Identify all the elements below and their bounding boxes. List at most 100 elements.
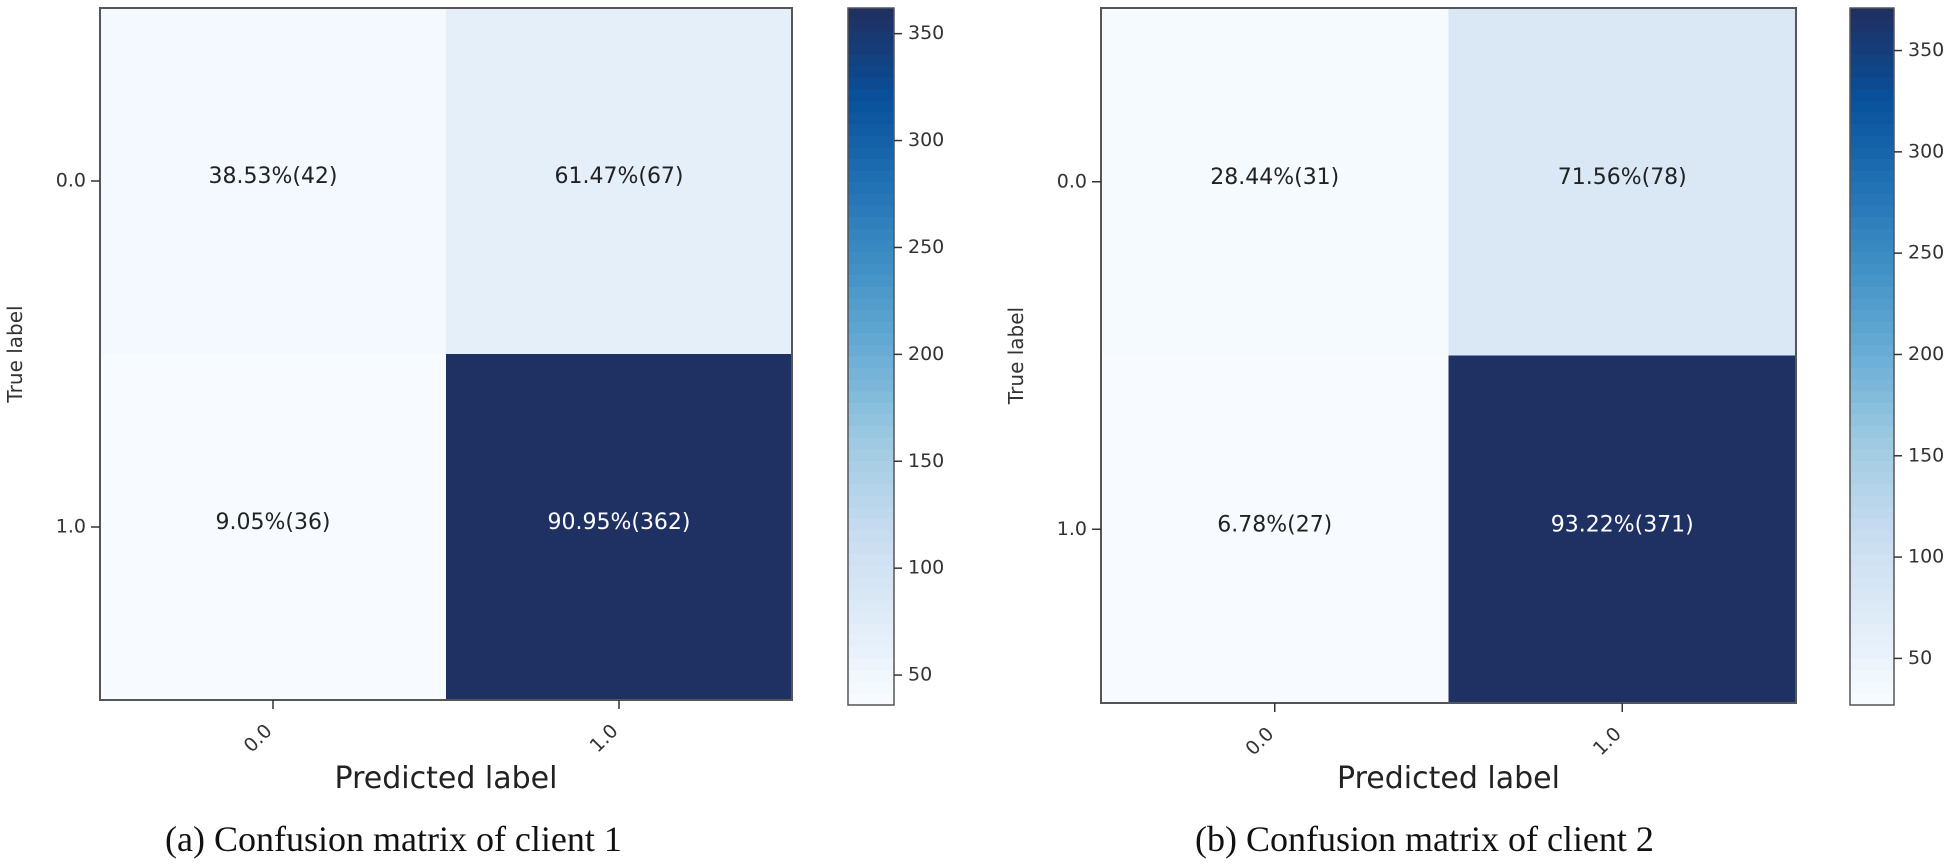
colorbar-segment <box>848 461 894 474</box>
colorbar-segment <box>1850 8 1894 21</box>
colorbar-segment <box>848 124 894 137</box>
colorbar-segment <box>848 89 894 102</box>
caption-client-1: (a) Confusion matrix of client 1 <box>165 819 622 859</box>
colorbar-tick-label: 350 <box>908 22 944 44</box>
colorbar-segment <box>1850 414 1894 428</box>
colorbar-segment <box>848 646 894 660</box>
colorbar-segment <box>848 100 894 114</box>
cell-label: 9.05%(36) <box>215 510 330 535</box>
colorbar-segment <box>848 356 894 370</box>
matrix-cell <box>1101 355 1449 703</box>
colorbar-segment <box>1850 368 1894 381</box>
colorbar-segment <box>1850 298 1894 312</box>
colorbar-segment <box>1850 240 1894 253</box>
colorbar-segment <box>848 333 894 346</box>
colorbar-segment <box>848 170 894 184</box>
colorbar-segment <box>848 275 894 288</box>
x-tick-label: 0.0 <box>1241 723 1278 760</box>
x-axis-label: Predicted label <box>335 761 558 796</box>
colorbar-segment <box>1850 623 1894 637</box>
colorbar-segment <box>1850 54 1894 68</box>
colorbar-segment <box>848 77 894 91</box>
colorbar-tick-label: 200 <box>908 343 944 365</box>
colorbar-segment <box>1850 77 1894 91</box>
colorbar-segment <box>848 693 894 706</box>
colorbar-segment <box>848 8 894 21</box>
colorbar-segment <box>1850 112 1894 126</box>
colorbar-segment <box>848 228 894 242</box>
cell-label: 71.56%(78) <box>1558 165 1687 190</box>
colorbar-segment <box>1850 484 1894 497</box>
colorbar-segment <box>1850 646 1894 660</box>
colorbar-segment <box>1850 542 1894 555</box>
colorbar-segment <box>848 681 894 695</box>
colorbar-segment <box>848 437 894 451</box>
colorbar-segment <box>1850 519 1894 532</box>
confusion-matrix-2: 28.44%(31) 71.56%(78) 6.78%(27) 93.22%(371)… <box>1004 7 1944 796</box>
matrix-cell <box>446 354 792 700</box>
y-tick-label: 0.0 <box>56 170 86 192</box>
colorbar-segment <box>848 182 894 195</box>
colorbar-segment <box>848 147 894 161</box>
colorbar-segment <box>1850 391 1894 404</box>
colorbar-segment <box>1850 193 1894 207</box>
colorbar-segment <box>848 135 894 149</box>
colorbar-tick-label: 350 <box>1908 39 1944 61</box>
colorbar-segment <box>848 600 894 614</box>
colorbar-segment <box>1850 159 1894 172</box>
y-tick-label: 1.0 <box>56 516 86 538</box>
colorbar-segment <box>848 391 894 404</box>
colorbar-segment <box>848 159 894 172</box>
colorbar-segment <box>1850 124 1894 137</box>
colorbar-tick-label: 50 <box>1908 647 1932 669</box>
colorbar-segment <box>848 310 894 323</box>
colorbar-segment <box>1850 577 1894 590</box>
y-tick-label: 1.0 <box>1057 518 1087 540</box>
colorbar-tick-label: 300 <box>1908 140 1944 162</box>
colorbar-segment <box>848 112 894 126</box>
colorbar-segment <box>848 298 894 312</box>
colorbar-segment <box>1850 100 1894 114</box>
colorbar-tick-label: 200 <box>1908 343 1944 365</box>
colorbar-segment <box>1850 275 1894 288</box>
x-tick-label: 1.0 <box>1589 723 1626 760</box>
colorbar-segment <box>1850 42 1894 56</box>
colorbar-segment <box>1850 344 1894 358</box>
colorbar-tick-label: 250 <box>1908 242 1944 264</box>
colorbar-segment <box>1850 449 1894 463</box>
colorbar-segment <box>848 193 894 207</box>
colorbar-segment <box>848 205 894 219</box>
cell-label: 6.78%(27) <box>1217 512 1332 537</box>
caption-client-2: (b) Confusion matrix of client 2 <box>1195 819 1654 859</box>
colorbar-segment <box>848 321 894 335</box>
matrix-cell <box>1448 8 1796 356</box>
colorbar-segment <box>848 42 894 56</box>
cell-label: 28.44%(31) <box>1210 165 1339 190</box>
colorbar-segment <box>1850 182 1894 195</box>
colorbar-segment <box>848 66 894 79</box>
colorbar-segment <box>1850 507 1894 521</box>
cell-label: 90.95%(362) <box>547 510 690 535</box>
colorbar-frame <box>847 7 895 706</box>
colorbar-segment <box>848 217 894 230</box>
colorbar-segment <box>1850 356 1894 370</box>
colorbar-segment <box>848 414 894 428</box>
matrix-cell <box>100 8 446 354</box>
colorbar-tick-label: 50 <box>908 664 932 686</box>
colorbar-segment <box>848 484 894 497</box>
colorbar-segment <box>1850 681 1894 695</box>
colorbar-segment <box>848 379 894 393</box>
colorbar-segment <box>1850 251 1894 265</box>
confusion-matrix-1: 38.53%(42) 61.47%(67) 9.05%(36) 90.95%(362)… <box>3 7 944 796</box>
colorbar-segment <box>1850 472 1894 486</box>
colorbar-segment <box>1850 658 1894 672</box>
y-axis-label: True label <box>1004 307 1028 405</box>
colorbar-segment <box>848 368 894 381</box>
matrix-cell <box>1101 8 1449 356</box>
colorbar-segment <box>1850 600 1894 614</box>
colorbar-segment <box>1850 426 1894 439</box>
colorbar-segment <box>848 263 894 277</box>
colorbar-segment <box>1850 170 1894 184</box>
colorbar-segment <box>848 612 894 625</box>
colorbar-segment <box>1850 693 1894 706</box>
